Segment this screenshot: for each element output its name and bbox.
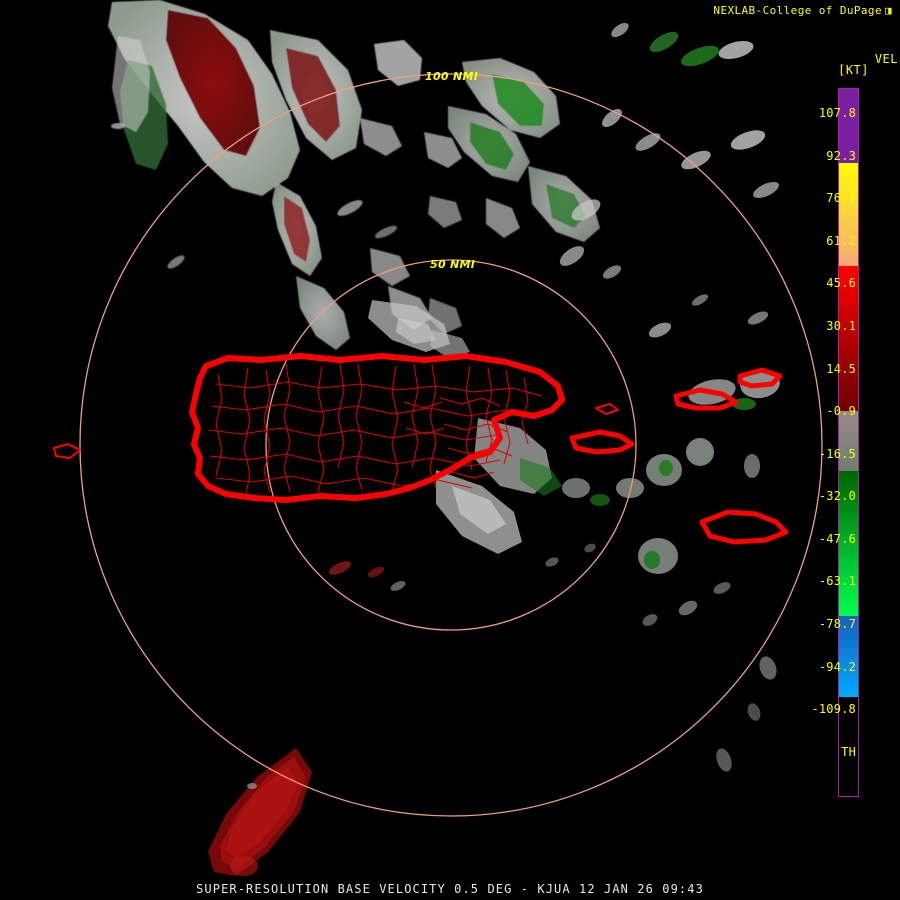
island-st-croix [699,509,789,545]
island-culebra [673,387,739,411]
island-vieques [569,429,635,455]
brand-text: NEXLAB-College of DuPage [713,4,882,17]
colorbar [838,88,859,797]
radar-plot[interactable]: 100 NMI 50 NMI [0,0,830,886]
colorbar-tick-0: 107.8 [818,106,856,120]
island-st-thomas [737,367,783,389]
echo-group-southwest-streak [208,748,312,876]
colorbar-segment-threshold-black [839,696,858,796]
colorbar-tick-6: 14.5 [826,361,856,376]
colorbar-tick-15: TH [841,744,856,759]
colorbar-tick-14: -109.8 [811,702,856,717]
colorbar-tick-11: -63.1 [818,574,856,589]
range-ring-label-50nmi: 50 NMI [430,258,476,271]
range-ring-label-100nmi: 100 NMI [425,70,479,83]
coastline-puerto-rico [189,353,565,503]
colorbar-tick-10: -47.6 [818,531,856,546]
coastline-islands [53,367,789,545]
legend-title: VEL [874,52,898,66]
colorbar-segment-blue-range-fold [839,615,858,697]
colorbar-tick-12: -78.7 [818,617,856,632]
brand-label: NEXLAB-College of DuPage ◨ [713,4,892,17]
colorbar-segment-purple-high [839,89,858,164]
island-mona [53,443,81,459]
colorbar-tick-8: -16.5 [818,446,856,461]
colorbar-tick-9: -32.0 [818,489,856,504]
range-ring-100nmi [79,73,823,817]
echo-group-island [328,300,596,591]
colorbar-tick-2: 76.7 [826,191,856,206]
echo-group-northwest [108,0,398,350]
colorbar-tick-13: -94.2 [818,659,856,674]
velocity-color-legend: VEL [KT] 107.8 92.3 76.7 61.2 45.6 30.1 14.5 -0… [811,0,900,900]
colorbar-tick-4: 45.6 [826,276,856,291]
range-ring-50nmi [265,259,637,631]
dupage-logo-icon: ◨ [884,4,892,17]
echo-group-northeast-scatter [559,22,779,338]
colorbar-segment-gray-near-zero [839,410,858,471]
range-rings [79,73,823,817]
colorbar-segment-red-inbound-hi [839,265,858,411]
colorbar-tick-5: 30.1 [826,318,856,333]
status-bar: SUPER-RESOLUTION BASE VELOCITY 0.5 DEG -… [196,882,704,896]
radar-canvas[interactable] [0,0,830,886]
colorbar-tick-7: -0.9 [826,404,856,419]
legend-units: [KT] [838,63,869,77]
county-boundaries [207,363,543,495]
colorbar-segment-yellow-orange [839,163,858,266]
colorbar-tick-1: 92.3 [826,148,856,163]
colorbar-tick-3: 61.2 [826,233,856,248]
colorbar-segment-green-outbound [839,470,858,616]
